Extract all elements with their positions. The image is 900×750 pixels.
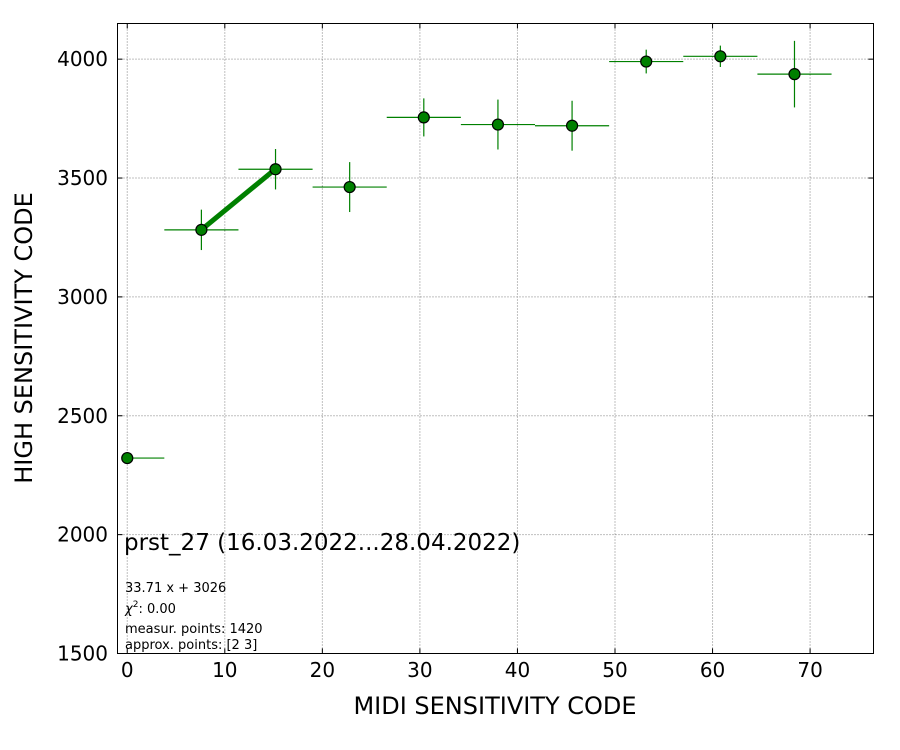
data-point: [491, 118, 505, 131]
data-point: [714, 50, 727, 63]
x-tick-label: 10: [212, 658, 237, 682]
y-tick-label: 4000: [57, 47, 108, 71]
annotation-measur-points: measur. points: 1420: [125, 622, 263, 637]
axis-ticks: [117, 23, 874, 654]
data-point: [640, 55, 653, 68]
y-tick-label: 2000: [57, 523, 108, 547]
y-tick-label: 2500: [57, 404, 108, 428]
x-tick-label: 40: [505, 658, 530, 682]
plot-frame: [117, 23, 874, 654]
data-point: [195, 223, 208, 236]
chi2-symbol: χ: [124, 602, 134, 617]
data-point: [343, 180, 356, 194]
fit-line-group: [199, 166, 278, 232]
annotation-equation: 33.71 x + 3026: [125, 581, 226, 596]
annotation-chi2: χ2: 0.00: [124, 600, 176, 617]
annotation-approx-points: approx. points: [2 3]: [125, 638, 257, 653]
x-axis-label: MIDI SENSITIVITY CODE: [353, 692, 636, 720]
data-markers: [121, 50, 801, 465]
data-point: [565, 119, 579, 132]
x-tick-label: 50: [602, 658, 627, 682]
tick-labels: 0 10 20 30 40 50 60 70 1500 2000 2500 3000 3500 4000: [57, 47, 823, 682]
x-tick-label: 20: [310, 658, 335, 682]
fit-line: [199, 166, 278, 232]
annotation-title: prst_27 (16.03.2022...28.04.2022): [124, 530, 520, 556]
data-point: [121, 451, 134, 465]
x-tick-label: 60: [700, 658, 725, 682]
data-point: [417, 111, 430, 124]
data-point: [788, 68, 801, 81]
y-tick-label: 3500: [57, 166, 108, 190]
y-tick-label: 1500: [57, 642, 108, 666]
chi2-superscript: 2: [133, 600, 139, 610]
y-axis-label: HIGH SENSITIVITY CODE: [10, 192, 38, 484]
y-tick-label: 3000: [57, 285, 108, 309]
data-point: [269, 163, 282, 176]
x-tick-label: 30: [407, 658, 432, 682]
chi2-value: : 0.00: [138, 602, 175, 617]
x-tick-label: 70: [797, 658, 822, 682]
x-tick-label: 0: [121, 658, 134, 682]
